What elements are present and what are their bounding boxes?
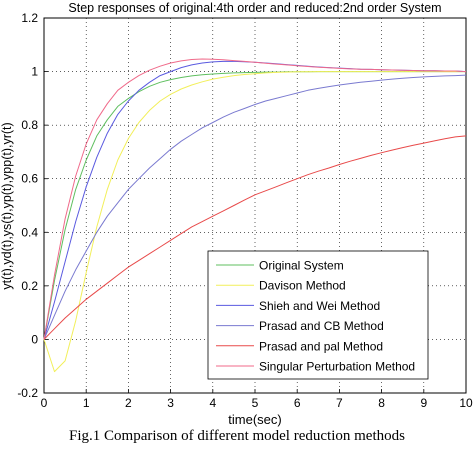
- legend-label: Prasad and CB Method: [259, 319, 384, 333]
- series-line-davison-method: [43, 71, 466, 373]
- x-tick-label: 6: [294, 396, 301, 410]
- legend: Original System Davison Method Shieh and W…: [207, 250, 429, 380]
- legend-box: [207, 250, 429, 380]
- series-line-singular-perturbation-method: [43, 58, 467, 340]
- legend-label: Shieh and Wei Method: [259, 299, 380, 313]
- legend-label: Prasad and pal Method: [259, 339, 383, 353]
- x-tick-label: 1: [83, 396, 90, 410]
- legend-label: Davison Method: [259, 279, 346, 293]
- x-tick-label: 8: [378, 396, 385, 410]
- x-axis-label: time(sec): [228, 412, 281, 427]
- x-tick-label: 5: [252, 396, 259, 410]
- chart-title: Step responses of original:4th order and…: [68, 1, 441, 15]
- series-line-prasad-and-pal-method: [43, 135, 467, 340]
- x-tick-label: 0: [41, 396, 48, 410]
- y-tick-label: -0.2: [17, 386, 38, 400]
- x-tick-label: 3: [167, 396, 174, 410]
- y-tick-label: 0.8: [21, 118, 38, 132]
- x-tick-label: 10: [459, 396, 473, 410]
- legend-label: Singular Perturbation Method: [259, 360, 415, 374]
- x-tick-label: 9: [420, 396, 427, 410]
- x-tick-label: 7: [336, 396, 343, 410]
- ticks: 0 1 2 3 4 5 6 7 8 9 10-0.200.20.40.60.811.2: [17, 11, 473, 410]
- y-axis-label: yt(t),yd(t),ys(t),yp(t),ypp(t),yr(t): [0, 122, 14, 289]
- y-tick-label: 0: [31, 332, 38, 346]
- legend-label: Original System: [259, 259, 344, 273]
- x-tick-label: 4: [209, 396, 216, 410]
- y-tick-label: 0.6: [21, 172, 38, 186]
- series-line-prasad-and-cb-method: [43, 74, 467, 340]
- figure-caption: Fig.1 Comparison of different model redu…: [69, 428, 405, 444]
- y-tick-label: 0.4: [21, 225, 38, 239]
- y-tick-label: 1.2: [21, 11, 38, 25]
- y-tick-label: 0.2: [21, 279, 38, 293]
- y-tick-label: 1: [31, 65, 38, 79]
- x-tick-label: 2: [125, 396, 132, 410]
- series-lines: [43, 58, 467, 373]
